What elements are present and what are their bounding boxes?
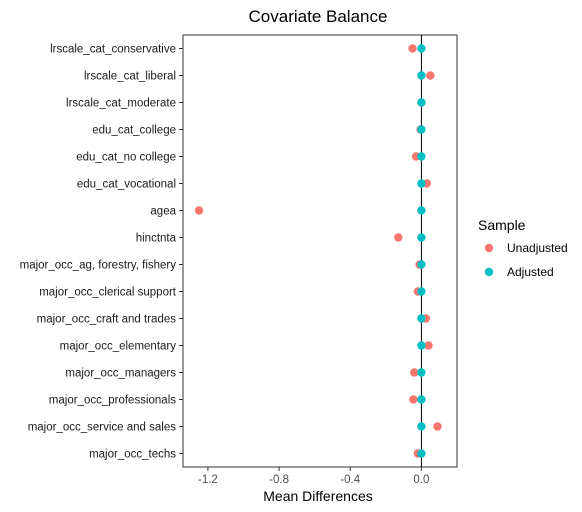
y-tick-label: major_occ_clerical support [39, 287, 177, 299]
x-tick-label: 0.0 [413, 474, 429, 486]
data-point-adjusted [417, 341, 426, 350]
data-point-unadjusted [433, 422, 442, 431]
y-tick-label: edu_cat_no college [76, 152, 176, 164]
data-point-unadjusted [424, 341, 433, 350]
data-point-adjusted [417, 395, 426, 404]
legend-key-adjusted [484, 267, 494, 277]
data-point-adjusted [417, 152, 426, 161]
legend-key-unadjusted [484, 243, 494, 253]
data-point-unadjusted [426, 71, 435, 80]
y-tick-label: hinctnta [136, 233, 177, 245]
plot-border [182, 34, 458, 468]
x-tick-label: -0.8 [269, 474, 289, 486]
data-point-adjusted [417, 125, 426, 134]
y-tick-label: major_occ_elementary [60, 341, 177, 353]
y-tick-label: agea [150, 206, 176, 218]
data-point-adjusted [417, 449, 426, 458]
y-tick-label: lrscale_cat_conservative [50, 44, 176, 56]
data-point-adjusted [417, 179, 426, 188]
data-point-adjusted [417, 44, 426, 53]
data-point-unadjusted [409, 395, 418, 404]
data-point-unadjusted [410, 368, 419, 377]
y-tick-label: edu_cat_college [92, 125, 176, 137]
y-tick-label: major_occ_managers [65, 368, 176, 380]
y-tick-label: edu_cat_vocational [77, 179, 176, 191]
y-tick-label: major_occ_ag, forestry, fishery [20, 260, 177, 272]
y-tick-label: lrscale_cat_moderate [66, 98, 176, 110]
data-point-unadjusted [394, 233, 403, 242]
data-point-adjusted [417, 314, 426, 323]
legend-label-adjusted: Adjusted [507, 265, 554, 279]
x-axis-title: Mean Differences [263, 488, 372, 504]
series-unadjusted [194, 44, 442, 458]
chart-title: Covariate Balance [249, 7, 388, 26]
x-tick-label: -1.2 [198, 474, 218, 486]
data-point-adjusted [417, 98, 426, 107]
plot-area: lrscale_cat_conservative lrscale_cat_libe… [20, 34, 458, 486]
legend-title: Sample [478, 217, 526, 233]
data-point-adjusted [417, 422, 426, 431]
data-point-adjusted [417, 206, 426, 215]
y-tick-label: major_occ_craft and trades [37, 314, 177, 326]
y-tick-label: major_occ_professionals [49, 395, 176, 407]
y-tick-label: lrscale_cat_liberal [84, 71, 176, 83]
series-adjusted [417, 44, 426, 458]
data-point-adjusted [417, 233, 426, 242]
data-point-adjusted [417, 287, 426, 296]
data-point-unadjusted [194, 206, 204, 215]
data-point-adjusted [417, 260, 426, 269]
y-tick-label: major_occ_techs [89, 449, 176, 461]
data-point-adjusted [417, 71, 426, 80]
data-point-adjusted [417, 368, 426, 377]
legend: Sample Unadjusted Adjusted [478, 217, 568, 279]
y-tick-label: major_occ_service and sales [28, 422, 177, 434]
legend-label-unadjusted: Unadjusted [507, 241, 568, 255]
x-tick-label: -0.4 [340, 474, 360, 486]
data-point-unadjusted [408, 44, 417, 53]
